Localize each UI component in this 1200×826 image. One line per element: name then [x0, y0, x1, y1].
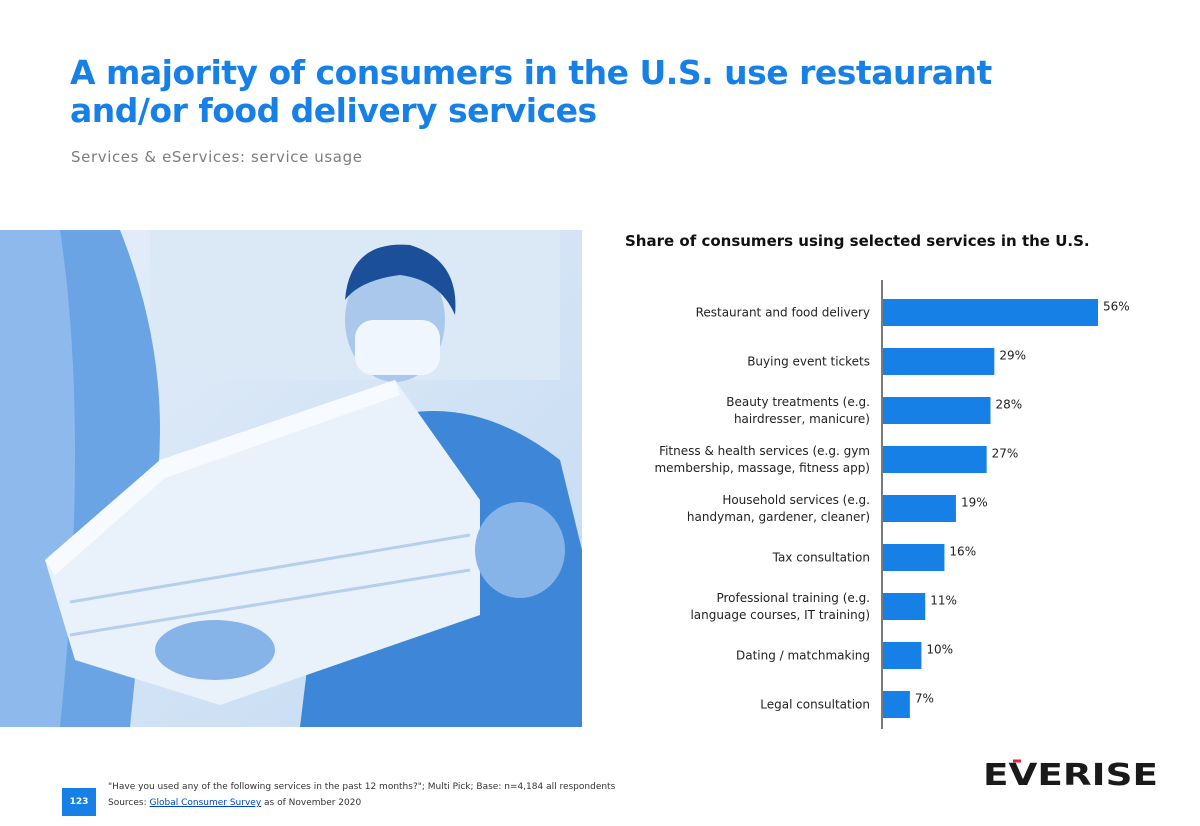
- delivery-photo: [0, 230, 582, 727]
- everise-logo: EVERISE: [983, 758, 1158, 793]
- category-label: membership, massage, fitness app): [654, 461, 870, 475]
- data-label: 28%: [996, 398, 1023, 412]
- sources-link[interactable]: Global Consumer Survey: [149, 798, 262, 808]
- data-label: 19%: [961, 496, 988, 510]
- category-label: Professional training (e.g.: [716, 591, 870, 605]
- bar: [883, 544, 945, 571]
- category-label: hairdresser, manicure): [734, 412, 870, 426]
- data-label: 11%: [930, 594, 957, 608]
- data-label: 10%: [926, 643, 953, 657]
- footer-sources: Sources: Global Consumer Survey as of No…: [108, 798, 361, 808]
- slide-title: A majority of consumers in the U.S. use …: [70, 53, 992, 130]
- category-label: Fitness & health services (e.g. gym: [659, 444, 870, 458]
- bar: [883, 397, 991, 424]
- bar: [883, 299, 1098, 326]
- bar-chart: 56% Restaurant and food delivery 29% Buying…: [654, 280, 1130, 729]
- slide-subtitle: Services & eServices: service usage: [71, 148, 363, 166]
- data-label: 29%: [999, 349, 1026, 363]
- bar: [883, 691, 910, 718]
- sources-suffix: as of November 2020: [264, 798, 362, 808]
- category-label: language courses, IT training): [690, 608, 870, 622]
- data-label: 27%: [992, 447, 1019, 461]
- category-label: Buying event tickets: [747, 355, 870, 369]
- category-label: handyman, gardener, cleaner): [687, 510, 870, 524]
- category-label: Beauty treatments (e.g.: [726, 395, 870, 409]
- category-label: Dating / matchmaking: [736, 649, 870, 663]
- data-label: 16%: [949, 545, 976, 559]
- category-label: Tax consultation: [772, 551, 870, 565]
- footer-question: "Have you used any of the following serv…: [108, 782, 616, 792]
- chart-title: Share of consumers using selected servic…: [625, 232, 1090, 250]
- data-label: 56%: [1103, 300, 1130, 314]
- data-label: 7%: [915, 692, 934, 706]
- bar: [883, 495, 956, 522]
- category-label: Legal consultation: [760, 698, 870, 712]
- page-number-badge: 123: [62, 788, 96, 816]
- category-label: Household services (e.g.: [722, 493, 870, 507]
- sources-label: Sources:: [108, 798, 147, 808]
- bar: [883, 593, 926, 620]
- bar: [883, 642, 922, 669]
- logo-text: EVERISE: [983, 758, 1158, 793]
- bar: [883, 348, 995, 375]
- bar: [883, 446, 987, 473]
- category-label: Restaurant and food delivery: [696, 306, 870, 320]
